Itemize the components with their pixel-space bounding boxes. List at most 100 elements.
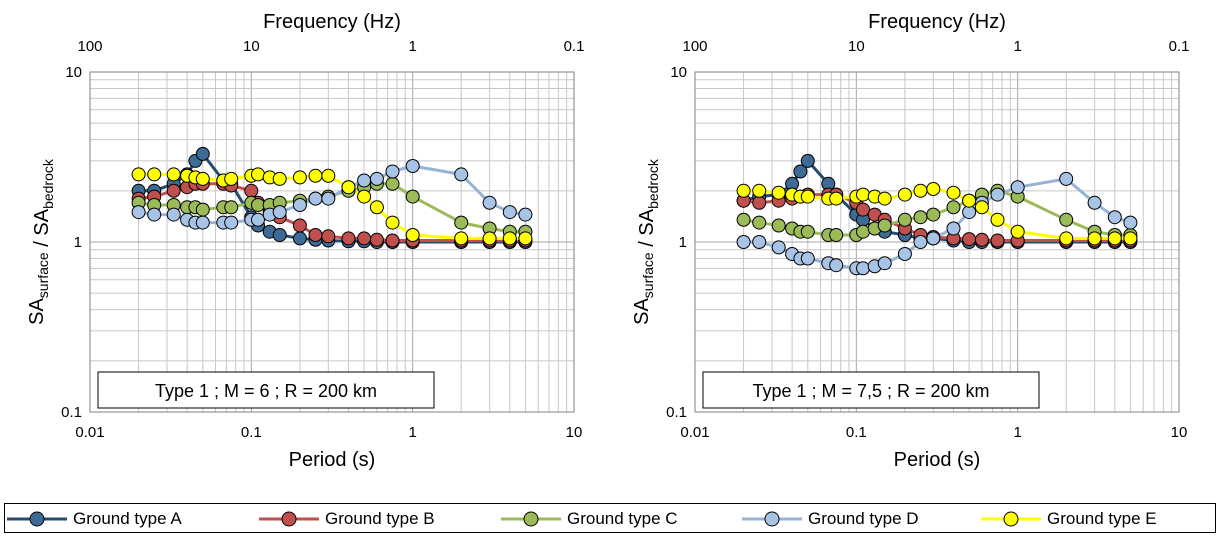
annotation-box — [702, 371, 1040, 409]
data-point-ground-type-d — [518, 207, 533, 222]
top-tick-label: 100 — [77, 38, 102, 55]
legend-swatch-a — [7, 511, 67, 527]
x-axis-title: Period (s) — [894, 449, 981, 471]
data-point-ground-type-b — [292, 218, 307, 233]
data-point-ground-type-b — [321, 229, 336, 244]
data-point-ground-type-c — [1059, 212, 1074, 227]
x-tick-label: 10 — [1171, 424, 1188, 441]
data-point-ground-type-b — [974, 232, 989, 247]
data-point-ground-type-e — [829, 191, 844, 206]
data-point-ground-type-b — [856, 202, 870, 217]
data-point-ground-type-b — [341, 231, 356, 246]
x-tick-label: 1 — [408, 424, 416, 441]
data-point-ground-type-e — [946, 185, 961, 200]
top-tick-label: 1 — [408, 38, 416, 55]
data-point-ground-type-d — [224, 215, 239, 230]
data-point-ground-type-e — [752, 183, 767, 198]
data-point-ground-type-a — [272, 228, 287, 242]
annotation-box — [97, 371, 435, 409]
annotation-text: Type 1 ; M = 6 ; R = 200 km — [155, 381, 377, 401]
data-point-ground-type-c — [752, 215, 767, 230]
data-point-ground-type-e — [926, 182, 941, 196]
data-point-ground-type-d — [1059, 171, 1074, 186]
data-point-ground-type-c — [800, 224, 815, 239]
top-axis-title: Frequency (Hz) — [263, 11, 401, 33]
data-point-ground-type-e — [736, 183, 751, 198]
data-point-ground-type-b — [244, 183, 259, 198]
data-point-ground-type-e — [856, 187, 870, 202]
data-point-ground-type-e — [251, 167, 265, 182]
legend-item-c: Ground type C — [501, 507, 678, 531]
data-point-ground-type-c — [771, 218, 786, 233]
data-point-ground-type-c — [405, 189, 420, 204]
data-point-ground-type-d — [251, 212, 265, 227]
data-point-ground-type-c — [251, 198, 265, 212]
chart-panel-2: 0.01 0.1 1 10 100 10 1 0.1 0.1 1 10 Period (s) Frequ… — [631, 11, 1189, 471]
x-tick-label: 10 — [566, 424, 583, 441]
data-point-ground-type-c — [385, 176, 400, 191]
top-tick-label: 10 — [243, 38, 260, 55]
data-point-ground-type-e — [405, 228, 420, 242]
data-point-ground-type-e — [974, 200, 989, 215]
top-tick-label: 0.1 — [564, 38, 585, 55]
data-point-ground-type-e — [357, 189, 372, 204]
top-tick-label: 1 — [1013, 38, 1021, 55]
data-point-ground-type-e — [1123, 231, 1138, 246]
data-point-ground-type-d — [1087, 195, 1102, 210]
data-point-ground-type-d — [321, 191, 336, 206]
annotation-text: Type 1 ; M = 7,5 ; R = 200 km — [752, 381, 989, 401]
legend-item-a: Ground type A — [7, 507, 182, 531]
data-point-ground-type-c — [897, 212, 912, 227]
data-point-ground-type-d — [292, 198, 307, 212]
top-tick-label: 0.1 — [1169, 38, 1190, 55]
data-point-ground-type-a — [195, 146, 210, 161]
legend-label-e: Ground type E — [1047, 509, 1157, 528]
legend-swatch-e — [981, 511, 1041, 527]
legend-item-d: Ground type D — [742, 507, 919, 531]
legend-label-c: Ground type C — [567, 509, 678, 528]
data-point-ground-type-c — [736, 212, 751, 227]
data-point-ground-type-e — [1107, 231, 1122, 246]
data-point-ground-type-e — [1087, 231, 1102, 246]
x-tick-label: 0.1 — [846, 424, 867, 441]
data-point-ground-type-d — [1010, 180, 1025, 195]
data-point-ground-type-e — [166, 167, 181, 182]
data-point-ground-type-d — [990, 187, 1005, 202]
data-point-ground-type-e — [897, 187, 912, 202]
legend: Ground type A Ground type B Ground type … — [4, 503, 1216, 533]
data-point-ground-type-d — [1123, 215, 1138, 230]
data-point-ground-type-d — [166, 207, 181, 222]
y-tick-label: 1 — [74, 234, 82, 251]
data-point-ground-type-a — [793, 164, 808, 179]
data-point-ground-type-e — [292, 170, 307, 185]
x-tick-label: 1 — [1013, 424, 1021, 441]
data-point-ground-type-c — [454, 215, 469, 230]
data-point-ground-type-e — [224, 171, 239, 186]
data-point-ground-type-e — [454, 231, 469, 246]
chart-panel-1: 0.01 0.1 1 10 100 10 1 0.1 0.1 1 10 Period (s) Frequ… — [26, 11, 584, 471]
data-point-ground-type-d — [877, 256, 892, 271]
y-tick-label: 10 — [65, 64, 82, 81]
legend-swatch-c — [501, 511, 561, 527]
data-point-ground-type-e — [308, 168, 323, 183]
data-point-ground-type-d — [195, 215, 210, 230]
top-tick-label: 10 — [848, 38, 865, 55]
data-point-ground-type-e — [272, 171, 287, 186]
data-point-ground-type-c — [926, 207, 941, 222]
data-point-ground-type-d — [405, 159, 420, 173]
data-point-ground-type-e — [913, 183, 928, 198]
data-point-ground-type-d — [1107, 210, 1122, 225]
data-point-ground-type-e — [385, 215, 400, 230]
plot-frame — [694, 71, 1180, 413]
y-axis-title: SAsurface / SAbedrock — [26, 158, 56, 325]
data-point-ground-type-b — [166, 183, 181, 198]
data-point-ground-type-c — [224, 200, 239, 215]
data-point-ground-type-e — [502, 231, 517, 246]
data-point-ground-type-e — [800, 189, 815, 204]
y-tick-label: 0.1 — [666, 404, 687, 421]
x-tick-label: 0.1 — [241, 424, 262, 441]
data-point-ground-type-e — [131, 167, 146, 182]
data-point-ground-type-d — [897, 247, 912, 261]
x-tick-label: 0.01 — [680, 424, 709, 441]
